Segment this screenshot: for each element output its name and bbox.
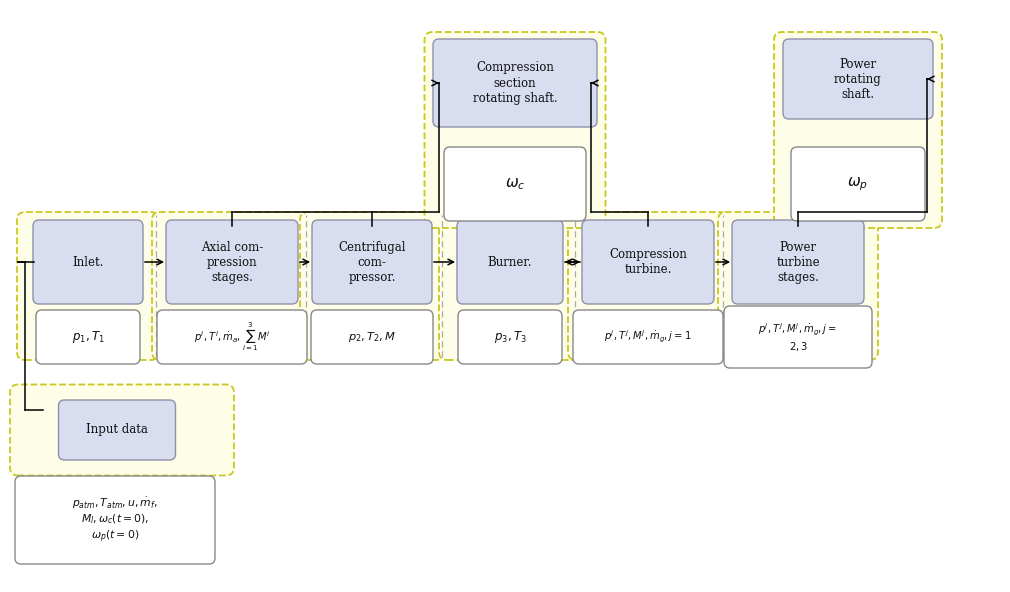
FancyBboxPatch shape (718, 212, 878, 360)
FancyBboxPatch shape (36, 310, 140, 364)
FancyBboxPatch shape (311, 310, 433, 364)
FancyBboxPatch shape (17, 212, 159, 360)
Text: $p^i, T^i, \dot{m}_a, \sum_{i=1}^{3} M^i$: $p^i, T^i, \dot{m}_a, \sum_{i=1}^{3} M^i… (194, 320, 270, 353)
FancyBboxPatch shape (774, 32, 942, 228)
Text: $p_2, T_2, M$: $p_2, T_2, M$ (347, 330, 396, 344)
FancyBboxPatch shape (33, 220, 143, 304)
FancyBboxPatch shape (439, 212, 581, 360)
FancyBboxPatch shape (424, 32, 606, 228)
FancyBboxPatch shape (732, 220, 864, 304)
FancyBboxPatch shape (444, 147, 586, 221)
FancyBboxPatch shape (157, 310, 307, 364)
FancyBboxPatch shape (783, 39, 933, 119)
FancyBboxPatch shape (312, 220, 432, 304)
Text: $p^j, T^j, M^j, \dot{m}_g, j=1$: $p^j, T^j, M^j, \dot{m}_g, j=1$ (604, 329, 692, 345)
FancyBboxPatch shape (166, 220, 298, 304)
Text: $p_3, T_3$: $p_3, T_3$ (494, 329, 526, 345)
Text: $p^j, T^j, M^j, \dot{m}_g, j=$
$2, 3$: $p^j, T^j, M^j, \dot{m}_g, j=$ $2, 3$ (759, 321, 837, 353)
FancyBboxPatch shape (457, 220, 563, 304)
FancyBboxPatch shape (791, 147, 925, 221)
FancyBboxPatch shape (59, 400, 176, 460)
Text: Centrifugal
com-
pressor.: Centrifugal com- pressor. (338, 240, 406, 284)
FancyBboxPatch shape (582, 220, 714, 304)
FancyBboxPatch shape (15, 476, 215, 564)
FancyBboxPatch shape (433, 39, 597, 127)
Text: Inlet.: Inlet. (73, 256, 104, 269)
FancyBboxPatch shape (458, 310, 562, 364)
Text: Input data: Input data (86, 423, 147, 436)
FancyBboxPatch shape (724, 306, 872, 368)
Text: Power
rotating
shaft.: Power rotating shaft. (834, 57, 882, 101)
Text: Power
turbine
stages.: Power turbine stages. (777, 240, 820, 284)
FancyBboxPatch shape (568, 212, 728, 360)
FancyBboxPatch shape (300, 212, 444, 360)
Text: Burner.: Burner. (488, 256, 532, 269)
Text: $p_1, T_1$: $p_1, T_1$ (72, 329, 104, 345)
FancyBboxPatch shape (573, 310, 723, 364)
FancyBboxPatch shape (10, 384, 234, 475)
FancyBboxPatch shape (152, 212, 312, 360)
Text: $\omega_c$: $\omega_c$ (505, 176, 525, 192)
Text: $p_{atm}, T_{atm}, u, \dot{m}_f,$
$M_l, \omega_c(t=0),$
$\omega_p(t=0)$: $p_{atm}, T_{atm}, u, \dot{m}_f,$ $M_l, … (72, 496, 158, 545)
Text: $\omega_p$: $\omega_p$ (847, 175, 869, 193)
Text: Axial com-
pression
stages.: Axial com- pression stages. (201, 240, 264, 284)
Text: Compression
section
rotating shaft.: Compression section rotating shaft. (473, 62, 558, 105)
Text: Compression
turbine.: Compression turbine. (609, 248, 687, 276)
